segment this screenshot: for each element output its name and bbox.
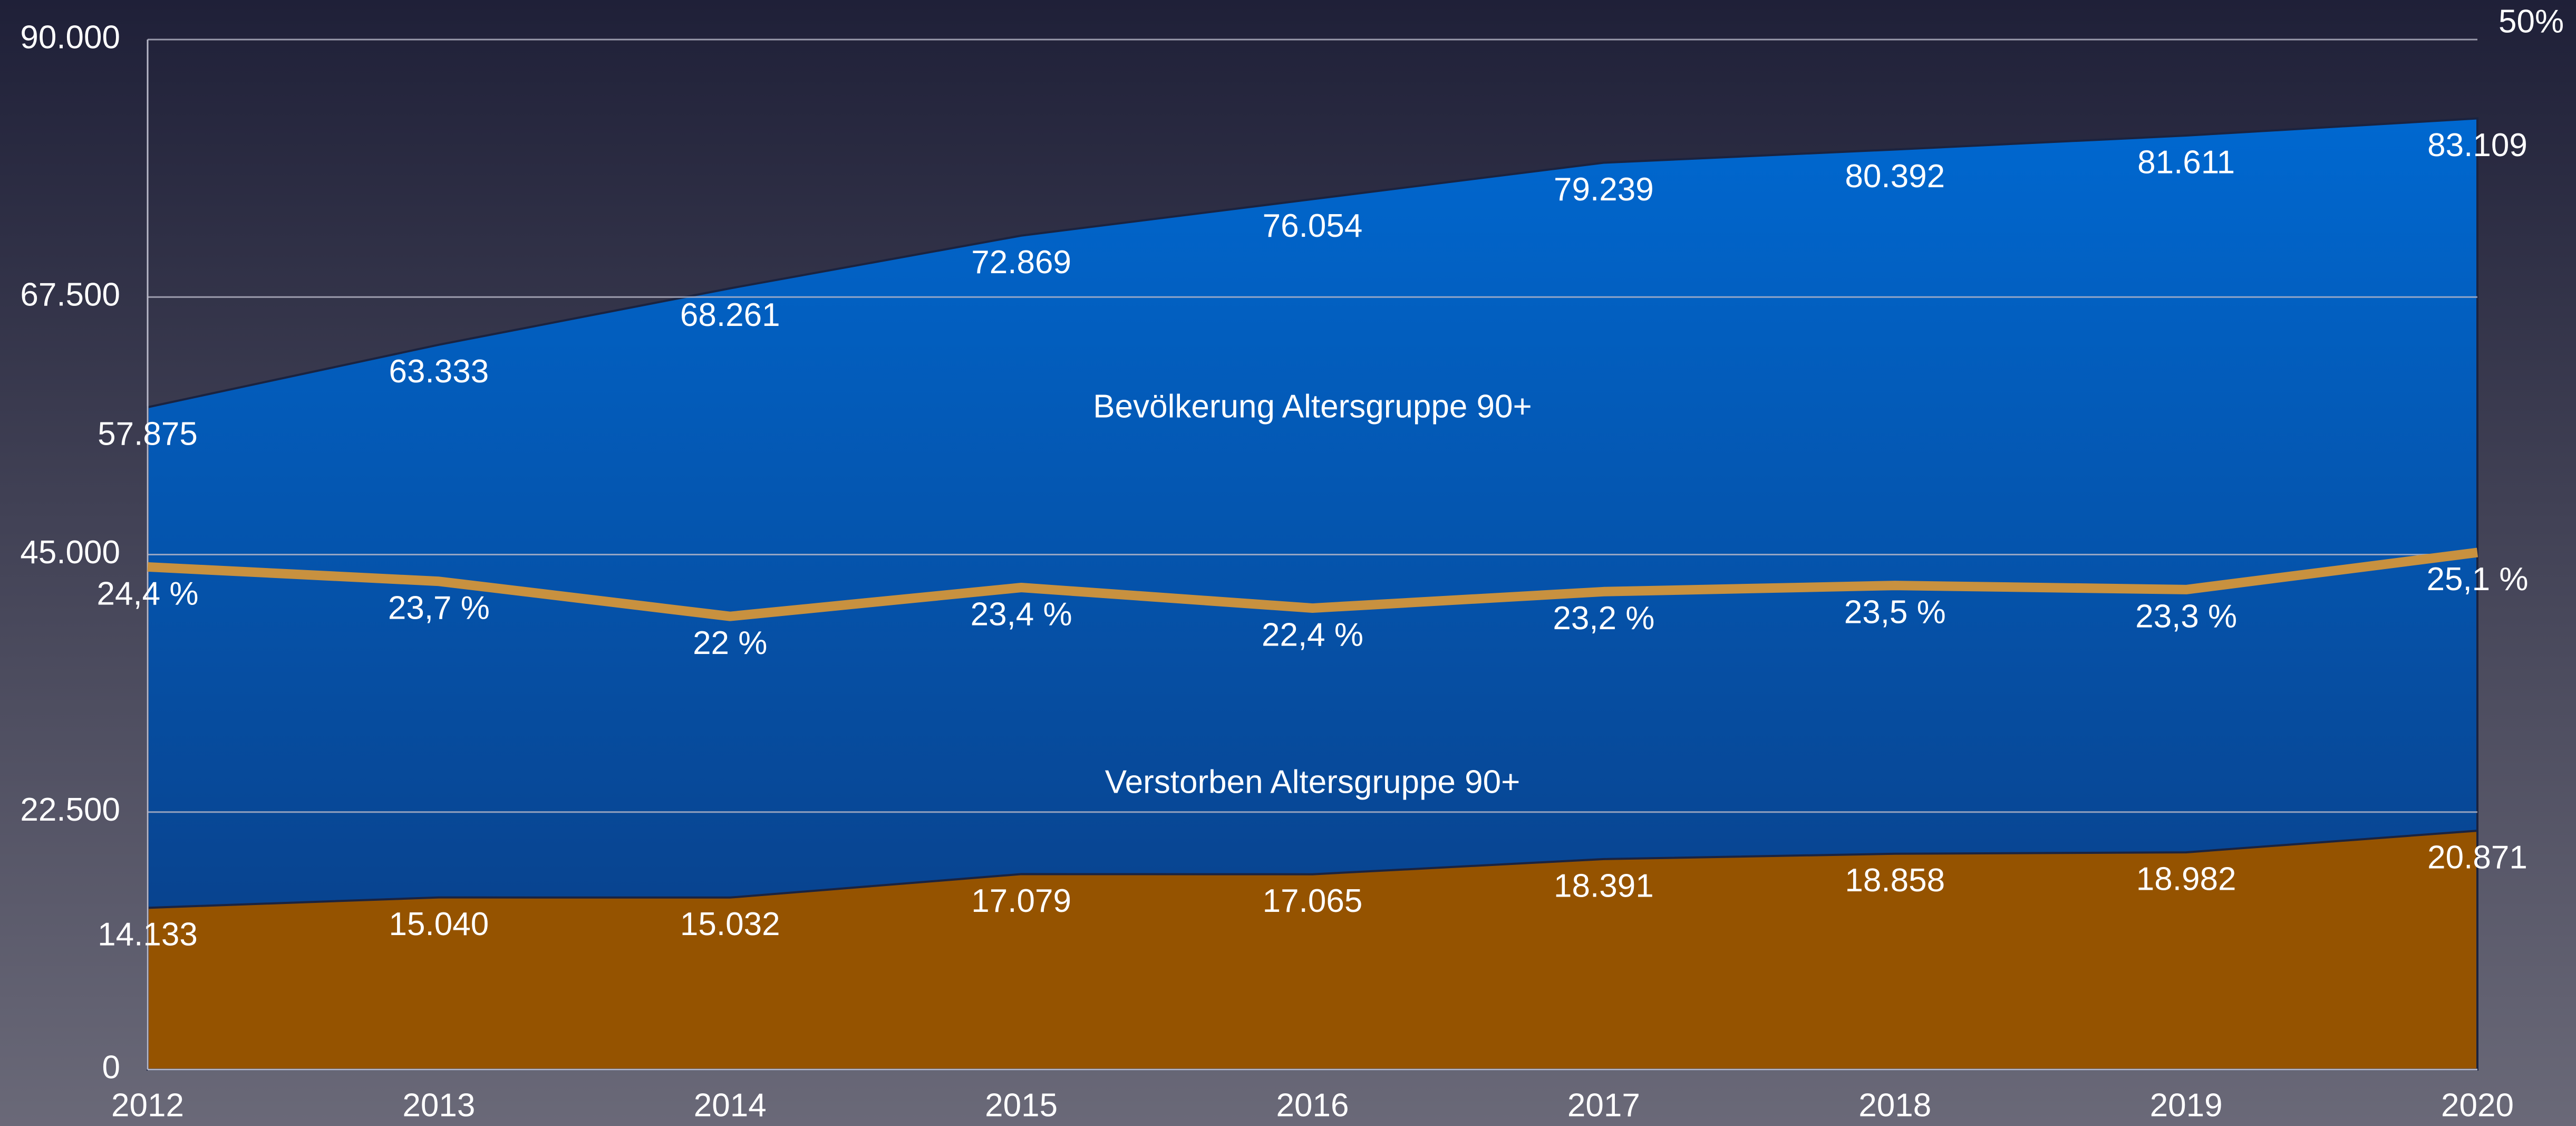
data-label: 17.079: [971, 883, 1071, 919]
x-tick-label: 2019: [2150, 1087, 2223, 1123]
data-label: 18.858: [1845, 862, 1945, 899]
data-label: 22,4 %: [1262, 617, 1363, 653]
y2-tick-label: 50%: [2498, 3, 2564, 40]
series-label: Bevölkerung Altersgruppe 90+: [1093, 388, 1532, 425]
data-label: 23,2 %: [1553, 600, 1654, 637]
data-label: 25,1 %: [2426, 561, 2528, 598]
data-label: 76.054: [1263, 208, 1363, 244]
x-tick-label: 2013: [402, 1087, 475, 1123]
data-label: 68.261: [680, 297, 780, 333]
data-label: 63.333: [389, 353, 489, 390]
x-tick-label: 2014: [694, 1087, 767, 1123]
line: [147, 547, 2478, 621]
data-label: 23,7 %: [388, 590, 490, 627]
x-tick-label: 2012: [111, 1087, 184, 1123]
y-tick-label: 67.500: [20, 277, 120, 313]
data-label: 24,4 %: [96, 575, 198, 612]
data-label: 80.392: [1845, 158, 1945, 195]
area: [147, 829, 2478, 1071]
data-label: 72.869: [971, 244, 1071, 281]
data-label: 23,3 %: [2135, 598, 2237, 634]
y-tick-label: 90.000: [20, 19, 120, 55]
y-tick-label: 0: [102, 1049, 120, 1085]
data-label: 81.611: [2137, 144, 2235, 180]
data-label: 20.871: [2427, 839, 2527, 875]
x-tick-label: 2020: [2441, 1087, 2514, 1123]
x-tick-label: 2016: [1276, 1087, 1349, 1123]
series-label: Verstorben Altersgruppe 90+: [1105, 764, 1521, 800]
data-label: 17.065: [1263, 883, 1363, 919]
y-tick-label: 45.000: [20, 534, 120, 571]
data-label: 18.982: [2136, 861, 2236, 897]
data-label: 79.239: [1554, 171, 1654, 208]
data-label: 18.391: [1554, 868, 1654, 904]
x-tick-label: 2017: [1567, 1087, 1640, 1123]
x-tick-label: 2018: [1858, 1087, 1931, 1123]
data-label: 23,5 %: [1844, 594, 1946, 630]
x-tick-label: 2015: [985, 1087, 1058, 1123]
data-label: 15.040: [389, 906, 489, 942]
data-label: 23,4 %: [971, 596, 1072, 632]
data-label: 15.032: [680, 906, 780, 942]
data-label: 14.133: [98, 917, 198, 953]
data-label: 57.875: [98, 416, 198, 452]
area: [147, 117, 2478, 1071]
y-tick-label: 22.500: [20, 792, 120, 828]
data-label: 83.109: [2427, 127, 2527, 163]
data-label: 22 %: [693, 625, 767, 661]
